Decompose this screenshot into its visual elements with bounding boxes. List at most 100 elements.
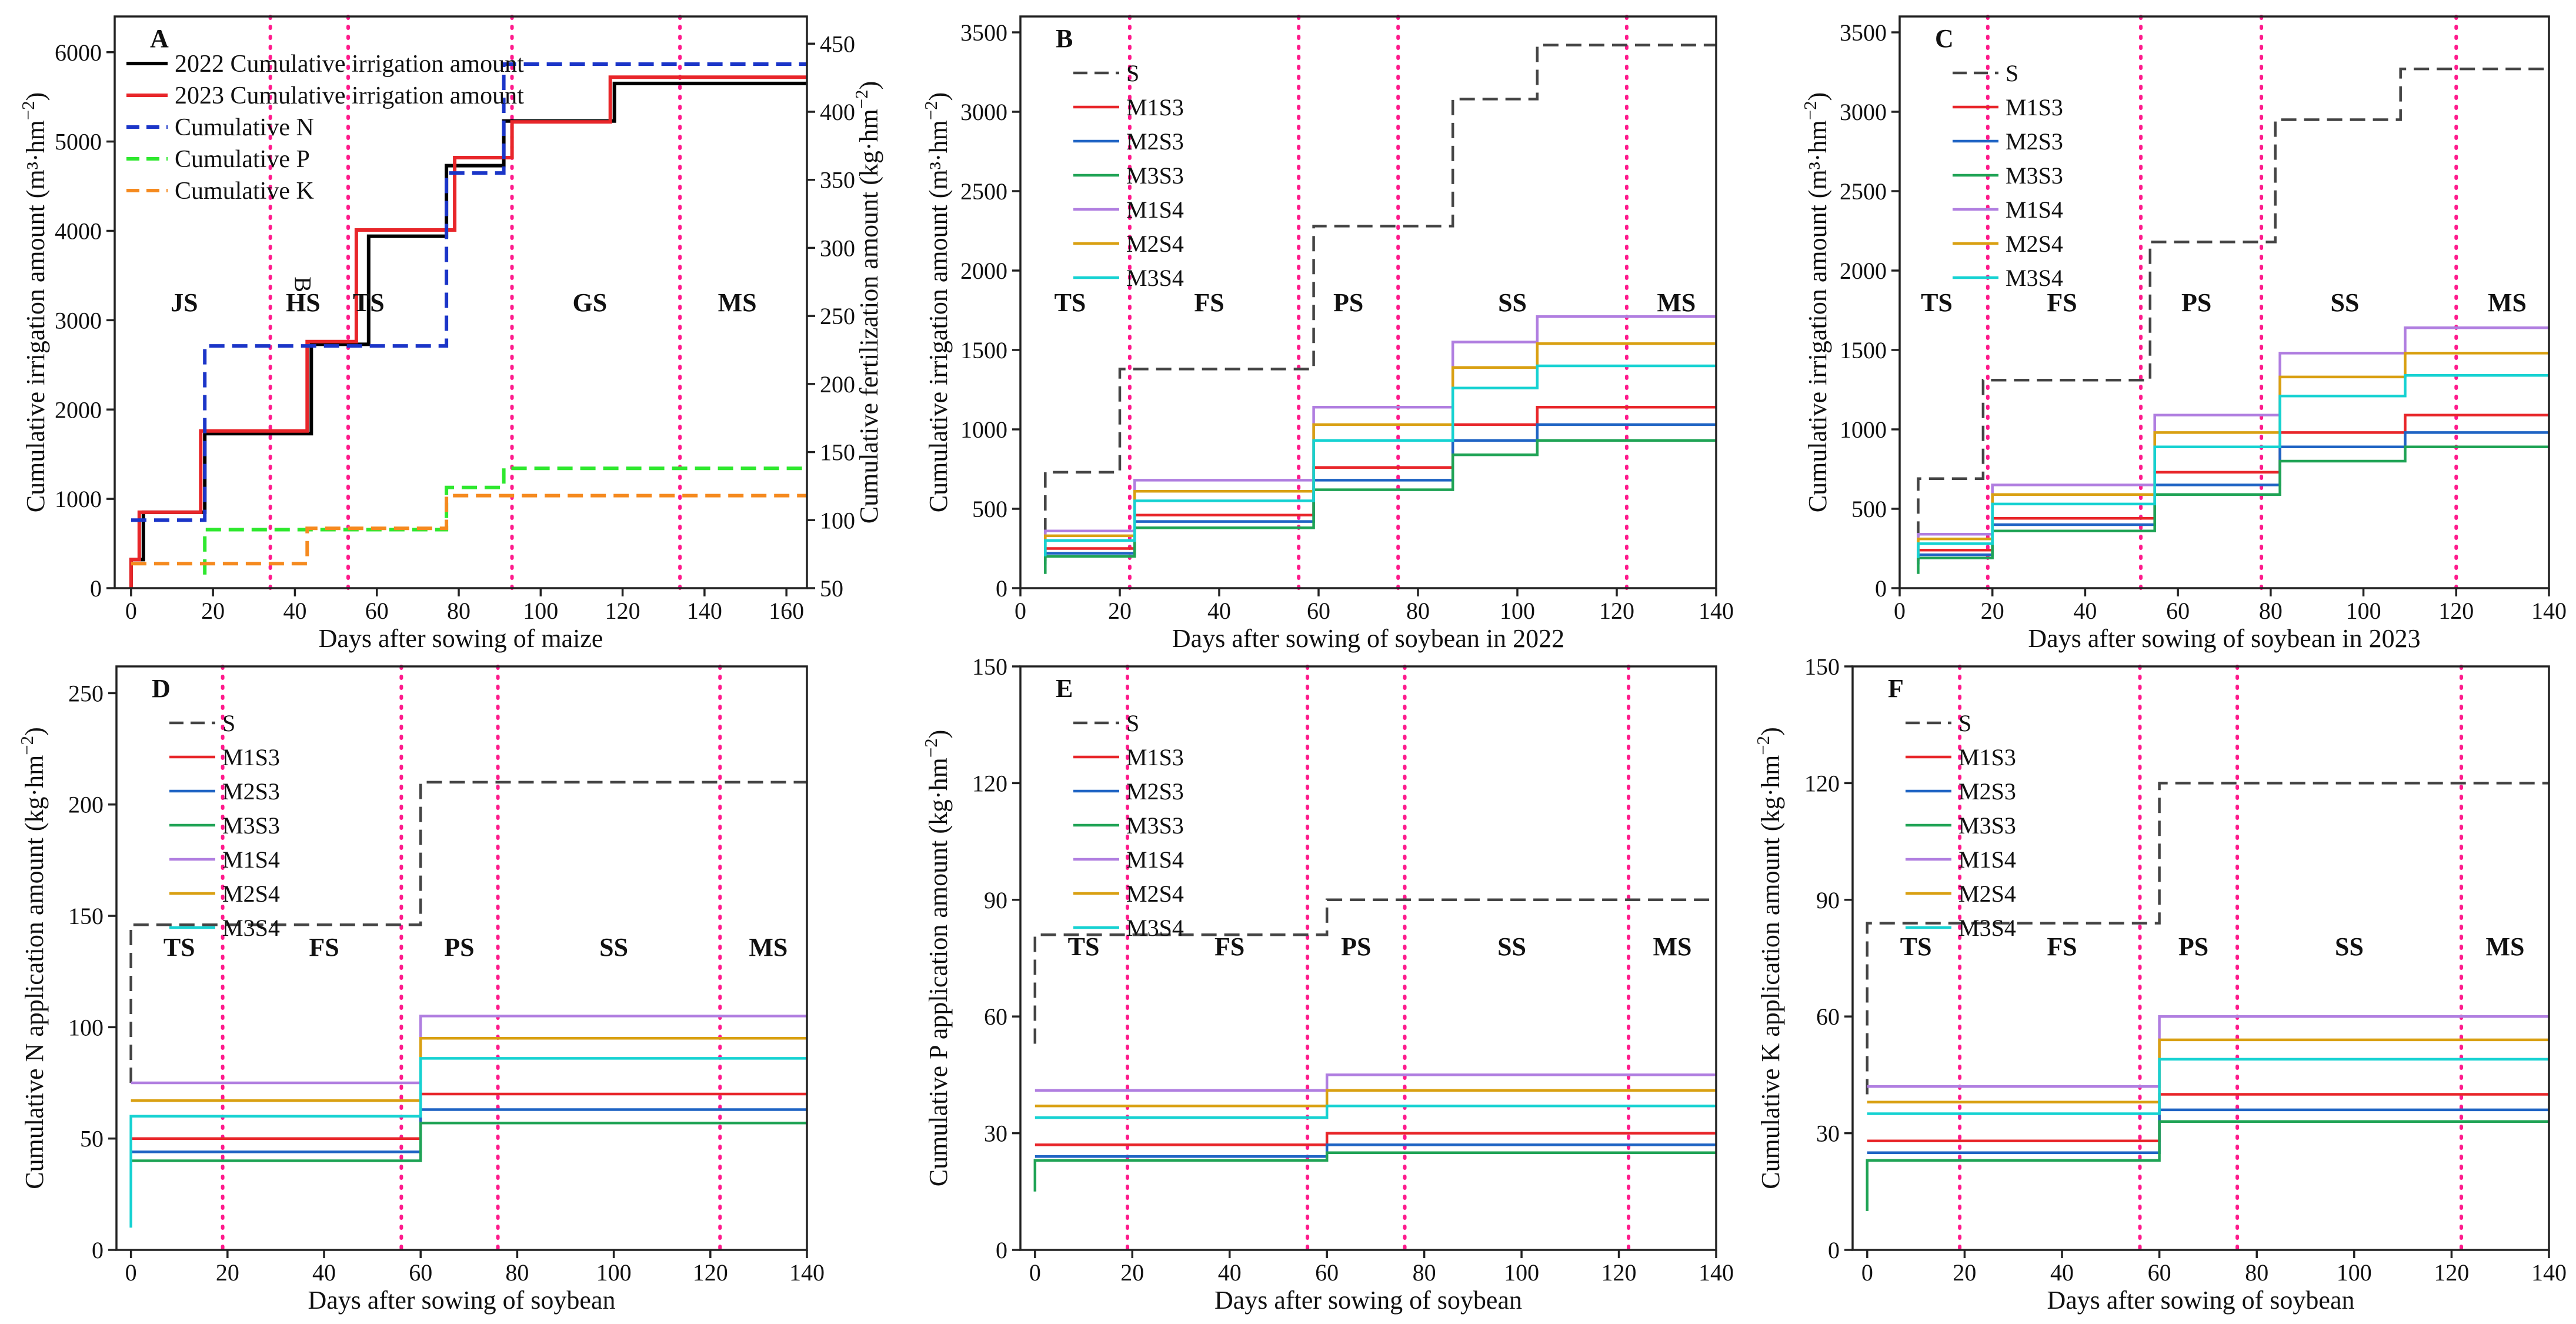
y-tick-label-E-1: 30: [984, 1120, 1007, 1147]
x-tick-label-B-6: 120: [1599, 598, 1634, 624]
series-line-A-3: [203, 466, 807, 575]
x-tick-label-D-6: 120: [693, 1259, 728, 1286]
legend-label-F-2: M2S3: [1958, 778, 2016, 805]
legend-E: S M1S3 M2S3 M3S3 M1S4 M2S4 M3S4: [1073, 710, 1184, 941]
x-tick-label-B-4: 80: [1406, 598, 1430, 624]
x-tick-label-E-2: 40: [1218, 1259, 1242, 1286]
x-tick-label-E-5: 100: [1504, 1259, 1539, 1286]
series-line-D-6: [129, 1057, 807, 1228]
y-tick-label-A-0: 0: [90, 575, 102, 602]
stage-label-B-2: PS: [1333, 288, 1363, 317]
x-tick-label-E-6: 120: [1601, 1259, 1637, 1286]
y-tick-label-B-3: 1500: [960, 337, 1007, 363]
y-tick-label-F-5: 150: [1804, 653, 1840, 680]
y-tick-label-B-7: 3500: [960, 19, 1007, 46]
legend-label-F-5: M2S4: [1958, 881, 2016, 907]
plot-area-B: [1044, 44, 1716, 574]
legend-label-A-3: Cumulative P: [175, 146, 310, 173]
panel-title-D: D: [152, 674, 171, 703]
y-tick-label-B-1: 500: [972, 496, 1007, 522]
panel-title-B: B: [1056, 24, 1073, 53]
plot-area-F: [1866, 782, 2549, 1211]
stage-label-E-4: MS: [1653, 932, 1692, 961]
legend-label-A-1: 2023 Cumulative irrigation amount: [175, 82, 524, 109]
x-axis-label-F: Days after sowing of soybean: [2047, 1286, 2355, 1315]
x-tick-label-B-3: 60: [1307, 598, 1330, 624]
y-tick-label-F-4: 120: [1804, 770, 1840, 796]
stage-label-A-4: MS: [718, 288, 757, 317]
x-axis-label-B: Days after sowing of soybean in 2022: [1172, 624, 1564, 653]
y-tick-label-C-0: 0: [1875, 575, 1887, 602]
x-tick-label-F-3: 60: [2148, 1259, 2171, 1286]
legend-label-A-2: Cumulative N: [175, 114, 314, 141]
x-tick-label-A-4: 80: [447, 598, 471, 624]
legend-label-D-4: M1S4: [222, 846, 280, 873]
stage-label-D-0: TS: [163, 933, 195, 962]
stage-label-C-4: MS: [2488, 288, 2527, 317]
stage-label-F-3: SS: [2335, 932, 2364, 961]
x-tick-label-F-6: 120: [2434, 1259, 2469, 1286]
x-axis-label-E: Days after sowing of soybean: [1214, 1286, 1522, 1315]
x-tick-label-C-0: 0: [1894, 598, 1906, 624]
stage-label-F-0: TS: [1900, 932, 1932, 961]
x-axis-label-A: Days after sowing of maize: [319, 624, 603, 653]
stage-label-C-2: PS: [2181, 288, 2211, 317]
panel-title-A: A: [150, 24, 169, 53]
x-tick-label-A-7: 140: [687, 598, 722, 624]
x-tick-label-B-5: 100: [1500, 598, 1535, 624]
stage-label-D-3: SS: [599, 933, 628, 962]
x-tick-label-D-0: 0: [125, 1259, 137, 1286]
series-line-C-6: [1917, 373, 2549, 558]
y-axis-label-D: Cumulative N application amount (kg·hm−2…: [17, 727, 49, 1189]
y-tick-label-D-4: 200: [68, 792, 104, 818]
y2-tick-label-A-5: 300: [820, 235, 855, 261]
legend-label-D-1: M1S3: [222, 744, 280, 771]
y-tick-label-C-4: 2000: [1840, 258, 1887, 284]
y-tick-label-A-5: 5000: [55, 129, 102, 155]
legend-label-F-1: M1S3: [1958, 744, 2016, 771]
panel-title-F: F: [1888, 674, 1904, 703]
panel-B: 0 20 40 60 80 100 120 140 0 500 1000 1500 2000 2500 30…: [921, 15, 1734, 653]
x-axis-label-C: Days after sowing of soybean in 2023: [2028, 624, 2420, 653]
series-line-A-2: [131, 62, 807, 522]
x-tick-label-C-3: 60: [2166, 598, 2190, 624]
legend-label-B-1: M1S3: [1126, 94, 1184, 121]
x-axis-label-D: Days after sowing of soybean: [308, 1286, 616, 1315]
x-tick-label-E-1: 20: [1120, 1259, 1144, 1286]
stage-label-B-3: SS: [1498, 288, 1527, 317]
y-axis-label-E: Cumulative P application amount (kg·hm−2…: [921, 730, 953, 1187]
stage-label-E-3: SS: [1497, 932, 1526, 961]
legend-label-C-3: M3S3: [2006, 162, 2063, 189]
x-tick-label-E-3: 60: [1315, 1259, 1339, 1286]
axes-frame-D: [115, 665, 808, 1251]
y-tick-label-B-4: 2000: [960, 258, 1007, 284]
x-tick-label-C-7: 140: [2531, 598, 2567, 624]
x-tick-label-F-2: 40: [2050, 1259, 2074, 1286]
x-tick-label-A-6: 120: [605, 598, 640, 624]
x-tick-label-F-7: 140: [2531, 1259, 2567, 1286]
legend-label-B-3: M3S3: [1126, 162, 1184, 189]
x-tick-label-D-3: 60: [409, 1259, 432, 1286]
legend-label-C-6: M3S4: [2006, 265, 2063, 291]
y-tick-label-F-2: 60: [1816, 1003, 1840, 1030]
y-tick-label-B-5: 2500: [960, 178, 1007, 205]
x-tick-label-B-7: 140: [1699, 598, 1734, 624]
y-tick-label-E-3: 90: [984, 887, 1007, 913]
x-tick-label-D-4: 80: [505, 1259, 529, 1286]
legend-label-B-0: S: [1126, 60, 1139, 86]
legend-label-C-1: M1S3: [2006, 94, 2063, 121]
y-tick-label-E-2: 60: [984, 1003, 1007, 1030]
series-line-B-0: [1044, 44, 1716, 556]
x-tick-label-D-5: 100: [596, 1259, 632, 1286]
y-axis-label-C: Cumulative irrigation amount (m³·hm−2): [1800, 92, 1832, 512]
stage-label-F-4: MS: [2485, 932, 2524, 961]
x-tick-label-F-5: 100: [2337, 1259, 2372, 1286]
axes-frame-F: [1851, 665, 2550, 1251]
series-line-A-4: [131, 493, 807, 566]
legend-label-E-3: M3S3: [1126, 812, 1184, 839]
panel-C: 0 20 40 60 80 100 120 140 0 500 1000 1500 2000 2500 30…: [1800, 15, 2567, 653]
stage-label-F-1: FS: [2047, 932, 2077, 961]
y-tick-label-A-3: 3000: [55, 307, 102, 333]
legend-label-D-2: M2S3: [222, 778, 280, 805]
y-tick-label-C-6: 3000: [1840, 99, 1887, 125]
